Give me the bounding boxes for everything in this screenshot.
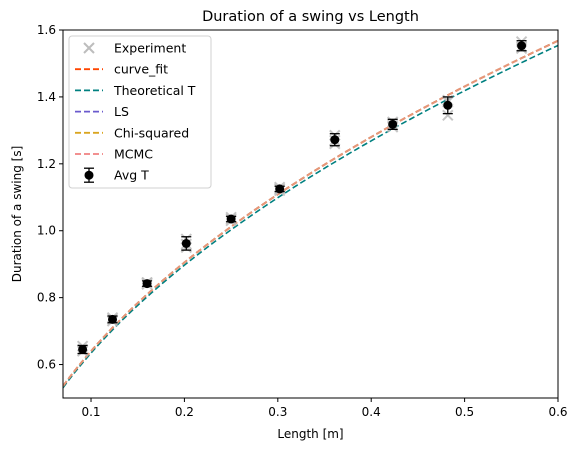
avg-t-point (516, 40, 527, 52)
legend-x-stroke (83, 42, 95, 54)
legend-label: Experiment (114, 41, 186, 56)
chart-title: Duration of a swing vs Length (202, 9, 419, 25)
x-tick-label: 0.2 (175, 405, 194, 419)
avg-t-marker (275, 184, 285, 194)
x-tick-label: 0.3 (268, 405, 287, 419)
experiment-x-stroke (442, 109, 454, 122)
avg-t-marker (517, 41, 527, 51)
avg-t-marker (443, 100, 453, 110)
legend-item: curve_fit (75, 62, 168, 77)
avg-t-point (329, 133, 340, 147)
legend-item: Avg T (84, 167, 149, 183)
avg-t-point (181, 236, 192, 251)
y-tick-label: 0.8 (37, 291, 56, 305)
avg-t-marker (78, 344, 88, 354)
y-tick-label: 1.2 (37, 157, 56, 171)
legend-marker (84, 170, 94, 180)
avg-t-point (77, 344, 88, 355)
legend-item: MCMC (75, 147, 153, 162)
avg-t-point (107, 314, 118, 324)
avg-t-point (442, 96, 453, 115)
legend-label: Chi-squared (114, 125, 189, 140)
experiment-point (442, 109, 454, 122)
x-tick-label: 0.1 (81, 405, 100, 419)
legend-label: curve_fit (114, 62, 168, 77)
legend-box (68, 35, 212, 189)
legend-label: Avg T (114, 168, 149, 183)
avg-t-marker (226, 214, 236, 224)
y-tick-label: 1.4 (37, 90, 56, 104)
legend-label: LS (114, 104, 129, 119)
y-tick-label: 1.6 (37, 23, 56, 37)
avg-t-point (226, 214, 237, 224)
x-axis-label: Length [m] (277, 427, 343, 441)
y-tick-label: 0.6 (37, 358, 56, 372)
avg-t-marker (330, 135, 340, 145)
avg-t-point (274, 184, 285, 194)
y-axis-label: Duration of a swing [s] (10, 146, 24, 283)
legend-item: Chi-squared (75, 125, 189, 140)
legend-label: MCMC (114, 147, 153, 162)
y-axis: 0.6 0.8 1.0 1.2 1.4 1.6 (37, 23, 63, 372)
x-tick-label: 0.4 (362, 405, 381, 419)
y-tick-label: 1.0 (37, 224, 56, 238)
legend-label: Theoretical T (113, 83, 196, 98)
legend-item: Theoretical T (75, 83, 196, 98)
x-tick-label: 0.6 (548, 405, 567, 419)
legend-item: LS (75, 104, 129, 119)
theoretical-curve (63, 44, 558, 389)
avg-t-marker (388, 119, 398, 129)
avg-t-point (387, 118, 398, 131)
avg-t-marker (142, 279, 152, 289)
avg-t-point (142, 279, 153, 289)
x-axis: 0.1 0.2 0.3 0.4 0.5 0.6 (81, 398, 568, 419)
fit-curves (63, 39, 558, 389)
x-tick-label: 0.5 (455, 405, 474, 419)
legend-item: Experiment (83, 41, 186, 56)
legend: Experiment curve_fit Theoretical T LS Chi-sq… (68, 35, 212, 189)
mcmc-curve (63, 39, 558, 387)
avg-t-marker (108, 314, 117, 324)
plot-frame (62, 29, 559, 399)
plot-area (62, 29, 559, 399)
avg-t-marker (181, 238, 191, 248)
data-markers (76, 36, 528, 357)
